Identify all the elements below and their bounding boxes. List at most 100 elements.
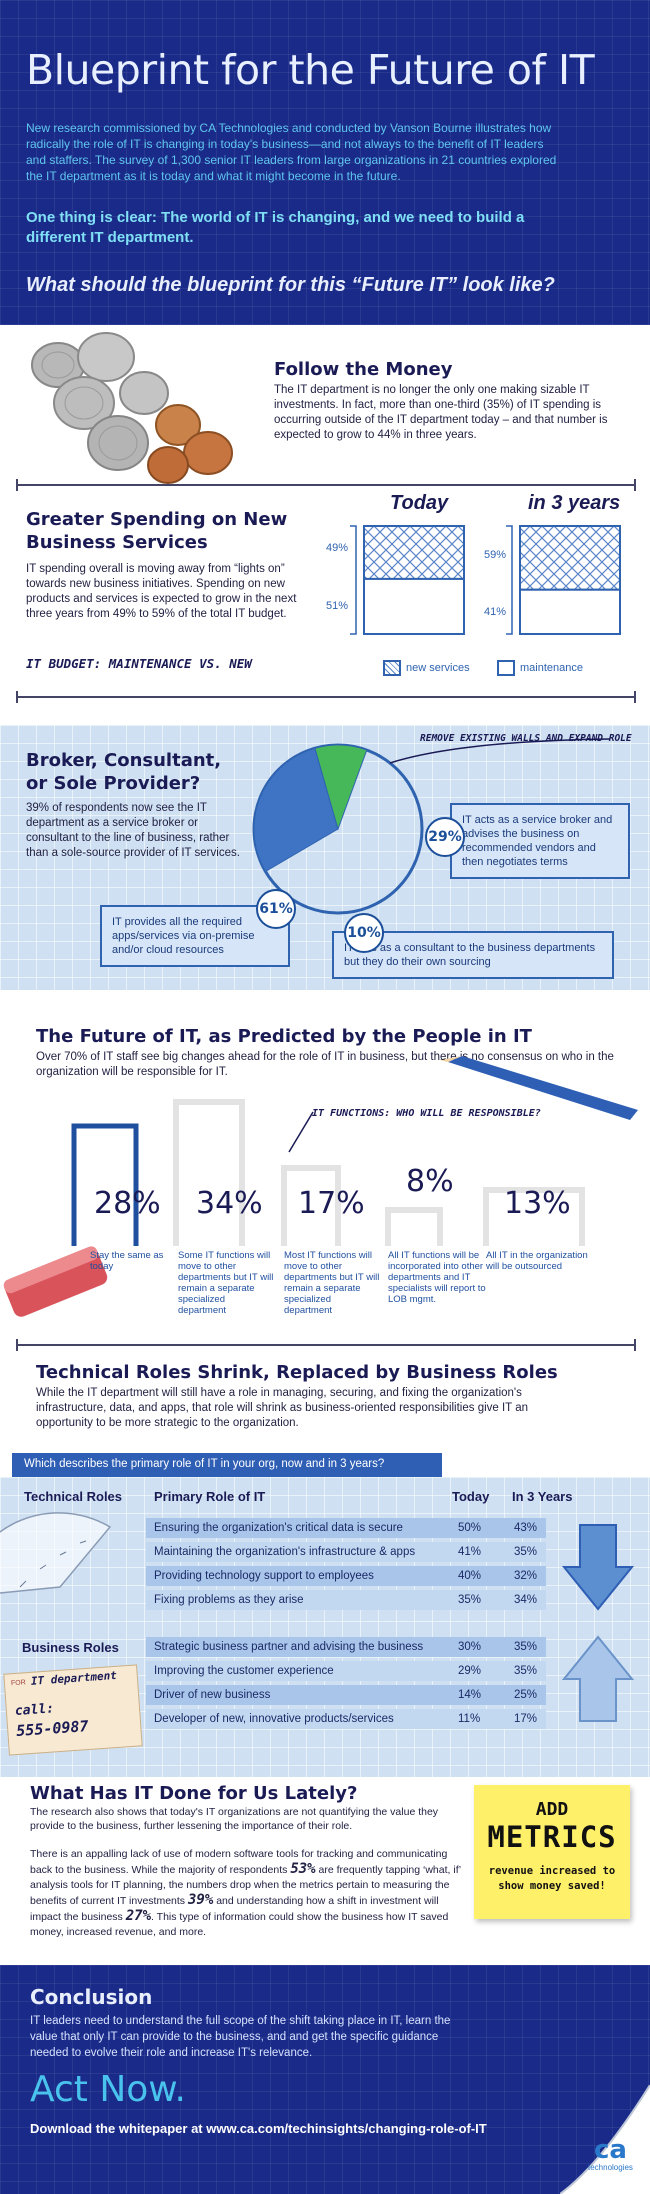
note-sub: revenue increased to show money saved! xyxy=(488,1865,616,1892)
roles-table: Technical Roles Primary Role of IT Today… xyxy=(0,1477,650,1777)
page-title: Blueprint for the Future of IT xyxy=(26,46,595,94)
biz-role-1: Improving the customer experience xyxy=(154,1665,334,1677)
business-label: Business Roles xyxy=(22,1640,119,1655)
pie-slice-consultant xyxy=(314,744,368,831)
legend-maint-label: maintenance xyxy=(520,662,583,674)
table-row xyxy=(146,1709,546,1729)
lately-body-2a: There is an appalling lack of use of mod… xyxy=(30,1848,448,1876)
table-row xyxy=(146,1590,546,1610)
conclusion-section: Conclusion IT leaders need to understand… xyxy=(0,1965,650,2194)
bar-maint-1 xyxy=(519,588,621,635)
whitepaper-download-link[interactable]: Download the whitepaper at www.ca.com/te… xyxy=(30,2121,487,2136)
pct-provider-badge: 61% xyxy=(256,889,296,929)
biz-3y-1: 35% xyxy=(514,1665,538,1677)
ca-logo: ca technologies xyxy=(588,2137,633,2172)
col-3y-label: in 3 years xyxy=(528,492,621,514)
biz-today-0: 30% xyxy=(458,1641,482,1653)
tech-today-0: 50% xyxy=(458,1522,482,1534)
lately-body-1: The research also shows that today's IT … xyxy=(30,1806,439,1832)
legend-new-swatch xyxy=(383,660,401,676)
broker-body: 39% of respondents now see the IT depart… xyxy=(26,802,240,859)
broker-section: REMOVE EXISTING WALLS AND EXPAND ROLE Br… xyxy=(0,725,650,990)
biz-role-2: Driver of new business xyxy=(154,1689,271,1701)
table-row xyxy=(146,1661,546,1681)
lately-body-2c: and understanding how a shift in investm… xyxy=(30,1895,439,1923)
function-pct-1: 34% xyxy=(196,1186,263,1221)
function-text-2: Most IT functions will move to other dep… xyxy=(284,1250,380,1316)
bar-maint-0 xyxy=(363,577,465,635)
roles-title: Technical Roles Shrink, Replaced by Busi… xyxy=(36,1362,558,1383)
col-today: Today xyxy=(452,1489,490,1504)
pct-27: 27% xyxy=(125,1908,152,1924)
functions-question: IT FUNCTIONS: WHO WILL BE RESPONSIBLE? xyxy=(312,1108,541,1119)
callout-provider-text: IT provides all the required apps/servic… xyxy=(112,916,255,956)
spending-section: Greater Spending on New Business Service… xyxy=(0,490,650,710)
act-now-heading: Act Now. xyxy=(30,2069,186,2110)
roles-body: While the IT department will still have … xyxy=(36,1387,528,1429)
conclusion-body: IT leaders need to understand the full s… xyxy=(30,2015,451,2059)
future-section: The Future of IT, as Predicted by the Pe… xyxy=(0,990,650,1330)
pct-consult-badge: 10% xyxy=(344,913,384,953)
card-for: FOR xyxy=(10,1679,27,1688)
lately-title: What Has IT Done for Us Lately? xyxy=(30,1783,358,1804)
function-pct-3: 8% xyxy=(406,1164,454,1199)
tech-role-2: Providing technology support to employee… xyxy=(154,1570,374,1582)
question-bar-text: Which describes the primary role of IT i… xyxy=(24,1458,385,1470)
bar-bracket xyxy=(506,525,513,635)
legend-new: new services xyxy=(383,660,470,676)
arrow-down-icon xyxy=(562,1524,634,1611)
bar-today-new-label: 49% xyxy=(326,542,349,554)
budget-label: IT BUDGET: MAINTENANCE VS. NEW xyxy=(26,656,252,671)
coins-image xyxy=(31,332,233,484)
table-row xyxy=(146,1637,546,1657)
callout-consult-text: IT acts as a consultant to the business … xyxy=(344,942,596,968)
broker-banner: REMOVE EXISTING WALLS AND EXPAND ROLE xyxy=(420,733,632,744)
technical-label: Technical Roles xyxy=(24,1489,123,1504)
tech-today-1: 41% xyxy=(458,1546,482,1558)
tech-3y-1: 35% xyxy=(514,1546,538,1558)
biz-3y-0: 35% xyxy=(514,1641,538,1653)
header-section: Blueprint for the Future of IT New resea… xyxy=(0,0,650,325)
lately-body-2d: . This type of information could show th… xyxy=(30,1911,449,1938)
section-divider xyxy=(16,691,636,703)
function-text-3: All IT functions will be incorporated in… xyxy=(388,1250,486,1305)
pencil-image xyxy=(440,1056,638,1120)
lately-section: What Has IT Done for Us Lately? The rese… xyxy=(0,1775,650,1965)
lately-body-2b: are frequently tapping ‘what, if’ analys… xyxy=(30,1864,461,1907)
bar-today-maint-label: 51% xyxy=(326,600,349,612)
function-pct-0: 28% xyxy=(94,1186,161,1221)
money-body: The IT department is no longer the only … xyxy=(274,384,608,441)
bar-new-1 xyxy=(519,525,621,591)
broker-pie xyxy=(252,743,424,915)
section-divider xyxy=(16,479,636,491)
pct-53: 53% xyxy=(290,1861,316,1877)
highlight-text: One thing is clear: The world of IT is c… xyxy=(26,209,525,246)
legend-maint: maintenance xyxy=(497,660,583,676)
note-metrics: METRICS xyxy=(487,1820,617,1854)
functions-blocks xyxy=(71,1099,585,1246)
money-section: Follow the Money The IT department is no… xyxy=(0,325,650,500)
tech-role-0: Ensuring the organization's critical dat… xyxy=(154,1522,403,1534)
bar-3y-maint-label: 41% xyxy=(484,606,507,618)
section-divider xyxy=(16,1339,636,1351)
biz-today-3: 11% xyxy=(458,1713,481,1725)
question-bar: Which describes the primary role of IT i… xyxy=(12,1453,442,1477)
intro-text: New research commissioned by CA Technolo… xyxy=(26,121,557,183)
col-3y: In 3 Years xyxy=(512,1489,573,1504)
spending-title: Greater Spending on New Business Service… xyxy=(26,509,288,553)
card-call: call: xyxy=(14,1701,55,1720)
col-primary: Primary Role of IT xyxy=(154,1489,266,1504)
biz-3y-3: 17% xyxy=(514,1713,538,1725)
tech-3y-0: 43% xyxy=(514,1522,538,1534)
bar-bracket xyxy=(350,525,357,635)
table-row xyxy=(146,1685,546,1705)
callout-broker: IT acts as a service broker and advises … xyxy=(450,803,630,879)
function-text-1: Some IT functions will move to other dep… xyxy=(178,1250,274,1316)
function-pct-2: 17% xyxy=(298,1186,365,1221)
tech-role-1: Maintaining the organization's infrastru… xyxy=(154,1546,416,1558)
tech-role-3: Fixing problems as they arise xyxy=(154,1594,304,1606)
bar-3y-new-label: 59% xyxy=(484,549,507,561)
protractor-image xyxy=(0,1512,112,1594)
table-row xyxy=(146,1542,546,1562)
biz-role-3: Developer of new, innovative products/se… xyxy=(154,1713,394,1725)
